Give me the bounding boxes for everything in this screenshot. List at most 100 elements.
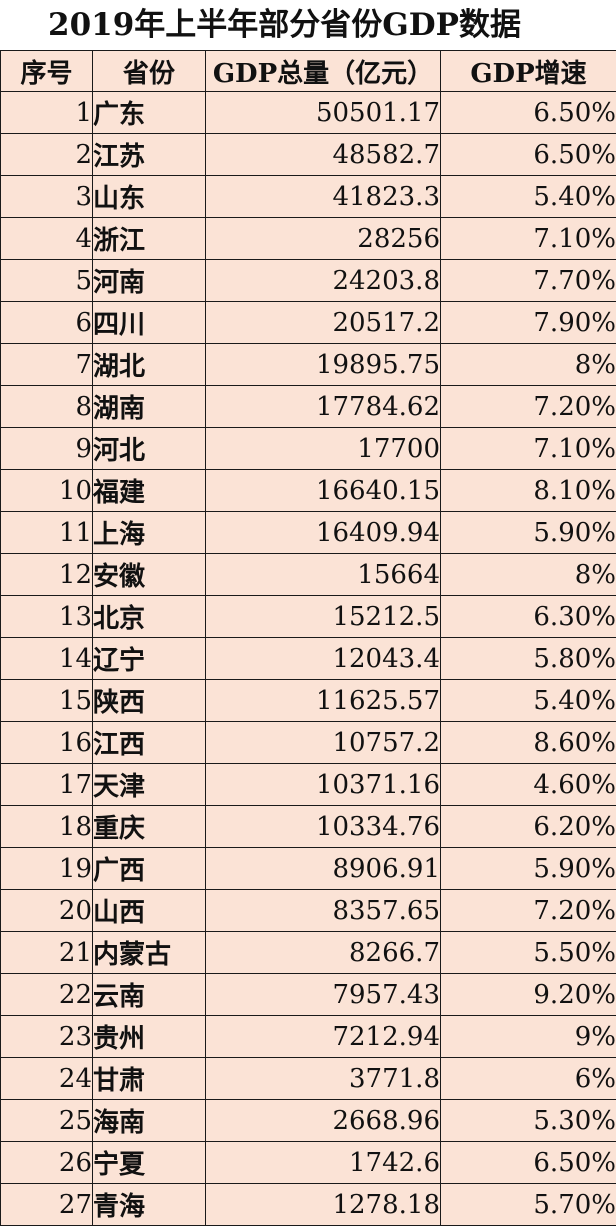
cell-province: 江苏	[92, 133, 206, 176]
table-header: 序号 省份 GDP总量（亿元） GDP增速	[0, 50, 616, 92]
cell-gdp: 8266.7	[205, 931, 441, 974]
table-row: 5 河南 24203.8 7.70%	[0, 259, 616, 302]
cell-gdp: 15212.5	[205, 595, 441, 638]
cell-growth: 6.20%	[440, 805, 616, 848]
cell-growth: 8%	[440, 343, 616, 386]
cell-growth: 5.70%	[440, 1183, 616, 1226]
cell-growth: 6.50%	[440, 133, 616, 176]
cell-province: 贵州	[92, 1015, 206, 1058]
cell-province: 四川	[92, 301, 206, 344]
cell-no: 27	[0, 1183, 93, 1226]
cell-no: 15	[0, 679, 93, 722]
table-row: 9 河北 17700 7.10%	[0, 427, 616, 470]
cell-growth: 5.90%	[440, 511, 616, 554]
cell-no: 7	[0, 343, 93, 386]
cell-province: 辽宁	[92, 637, 206, 680]
cell-gdp: 50501.17	[205, 91, 441, 134]
cell-province: 广西	[92, 847, 206, 890]
cell-gdp: 24203.8	[205, 259, 441, 302]
header-gdp: GDP总量（亿元）	[205, 50, 441, 92]
cell-gdp: 41823.3	[205, 175, 441, 218]
cell-province: 湖北	[92, 343, 206, 386]
cell-no: 10	[0, 469, 93, 512]
cell-no: 23	[0, 1015, 93, 1058]
cell-growth: 5.40%	[440, 175, 616, 218]
cell-no: 4	[0, 217, 93, 260]
header-no: 序号	[0, 50, 93, 92]
table-row: 6 四川 20517.2 7.90%	[0, 301, 616, 344]
cell-province: 重庆	[92, 805, 206, 848]
cell-gdp: 11625.57	[205, 679, 441, 722]
cell-growth: 9.20%	[440, 973, 616, 1016]
cell-no: 21	[0, 931, 93, 974]
cell-gdp: 16640.15	[205, 469, 441, 512]
cell-no: 16	[0, 721, 93, 764]
cell-province: 广东	[92, 91, 206, 134]
header-province: 省份	[92, 50, 206, 92]
table-row: 23 贵州 7212.94 9%	[0, 1015, 616, 1058]
table-row: 7 湖北 19895.75 8%	[0, 343, 616, 386]
cell-growth: 6.30%	[440, 595, 616, 638]
table-row: 15 陕西 11625.57 5.40%	[0, 679, 616, 722]
cell-province: 甘肃	[92, 1057, 206, 1100]
cell-no: 14	[0, 637, 93, 680]
cell-gdp: 16409.94	[205, 511, 441, 554]
cell-growth: 6.50%	[440, 1141, 616, 1184]
cell-no: 12	[0, 553, 93, 596]
cell-growth: 7.10%	[440, 217, 616, 260]
cell-no: 1	[0, 91, 93, 134]
cell-no: 19	[0, 847, 93, 890]
cell-no: 8	[0, 385, 93, 428]
table-row: 13 北京 15212.5 6.30%	[0, 595, 616, 638]
cell-growth: 5.50%	[440, 931, 616, 974]
cell-province: 江西	[92, 721, 206, 764]
table-row: 25 海南 2668.96 5.30%	[0, 1099, 616, 1142]
table-title: 2019年上半年部分省份GDP数据	[0, 0, 616, 50]
cell-growth: 7.20%	[440, 889, 616, 932]
table-row: 18 重庆 10334.76 6.20%	[0, 805, 616, 848]
cell-growth: 8%	[440, 553, 616, 596]
table-row: 20 山西 8357.65 7.20%	[0, 889, 616, 932]
table-row: 16 江西 10757.2 8.60%	[0, 721, 616, 764]
table-row: 2 江苏 48582.7 6.50%	[0, 133, 616, 176]
cell-growth: 5.90%	[440, 847, 616, 890]
table-row: 4 浙江 28256 7.10%	[0, 217, 616, 260]
table-row: 3 山东 41823.3 5.40%	[0, 175, 616, 218]
cell-province: 湖南	[92, 385, 206, 428]
cell-gdp: 1742.6	[205, 1141, 441, 1184]
cell-province: 海南	[92, 1099, 206, 1142]
cell-no: 6	[0, 301, 93, 344]
header-row: 序号 省份 GDP总量（亿元） GDP增速	[0, 50, 616, 92]
table-row: 19 广西 8906.91 5.90%	[0, 847, 616, 890]
cell-growth: 5.40%	[440, 679, 616, 722]
cell-no: 22	[0, 973, 93, 1016]
cell-gdp: 2668.96	[205, 1099, 441, 1142]
cell-growth: 8.60%	[440, 721, 616, 764]
cell-gdp: 10757.2	[205, 721, 441, 764]
table-row: 12 安徽 15664 8%	[0, 553, 616, 596]
cell-province: 云南	[92, 973, 206, 1016]
table-row: 21 内蒙古 8266.7 5.50%	[0, 931, 616, 974]
gdp-table: 序号 省份 GDP总量（亿元） GDP增速 1 广东 50501.17 6.50% 2 江…	[0, 50, 616, 1226]
cell-gdp: 12043.4	[205, 637, 441, 680]
cell-gdp: 8906.91	[205, 847, 441, 890]
cell-province: 安徽	[92, 553, 206, 596]
cell-growth: 5.30%	[440, 1099, 616, 1142]
cell-no: 25	[0, 1099, 93, 1142]
cell-no: 18	[0, 805, 93, 848]
table-row: 8 湖南 17784.62 7.20%	[0, 385, 616, 428]
cell-province: 天津	[92, 763, 206, 806]
cell-province: 河南	[92, 259, 206, 302]
cell-gdp: 19895.75	[205, 343, 441, 386]
cell-growth: 6.50%	[440, 91, 616, 134]
cell-gdp: 7212.94	[205, 1015, 441, 1058]
header-growth: GDP增速	[440, 50, 616, 92]
cell-province: 陕西	[92, 679, 206, 722]
cell-growth: 7.70%	[440, 259, 616, 302]
cell-growth: 7.10%	[440, 427, 616, 470]
table-row: 10 福建 16640.15 8.10%	[0, 469, 616, 512]
cell-no: 9	[0, 427, 93, 470]
table-row: 24 甘肃 3771.8 6%	[0, 1057, 616, 1100]
cell-no: 3	[0, 175, 93, 218]
cell-no: 20	[0, 889, 93, 932]
